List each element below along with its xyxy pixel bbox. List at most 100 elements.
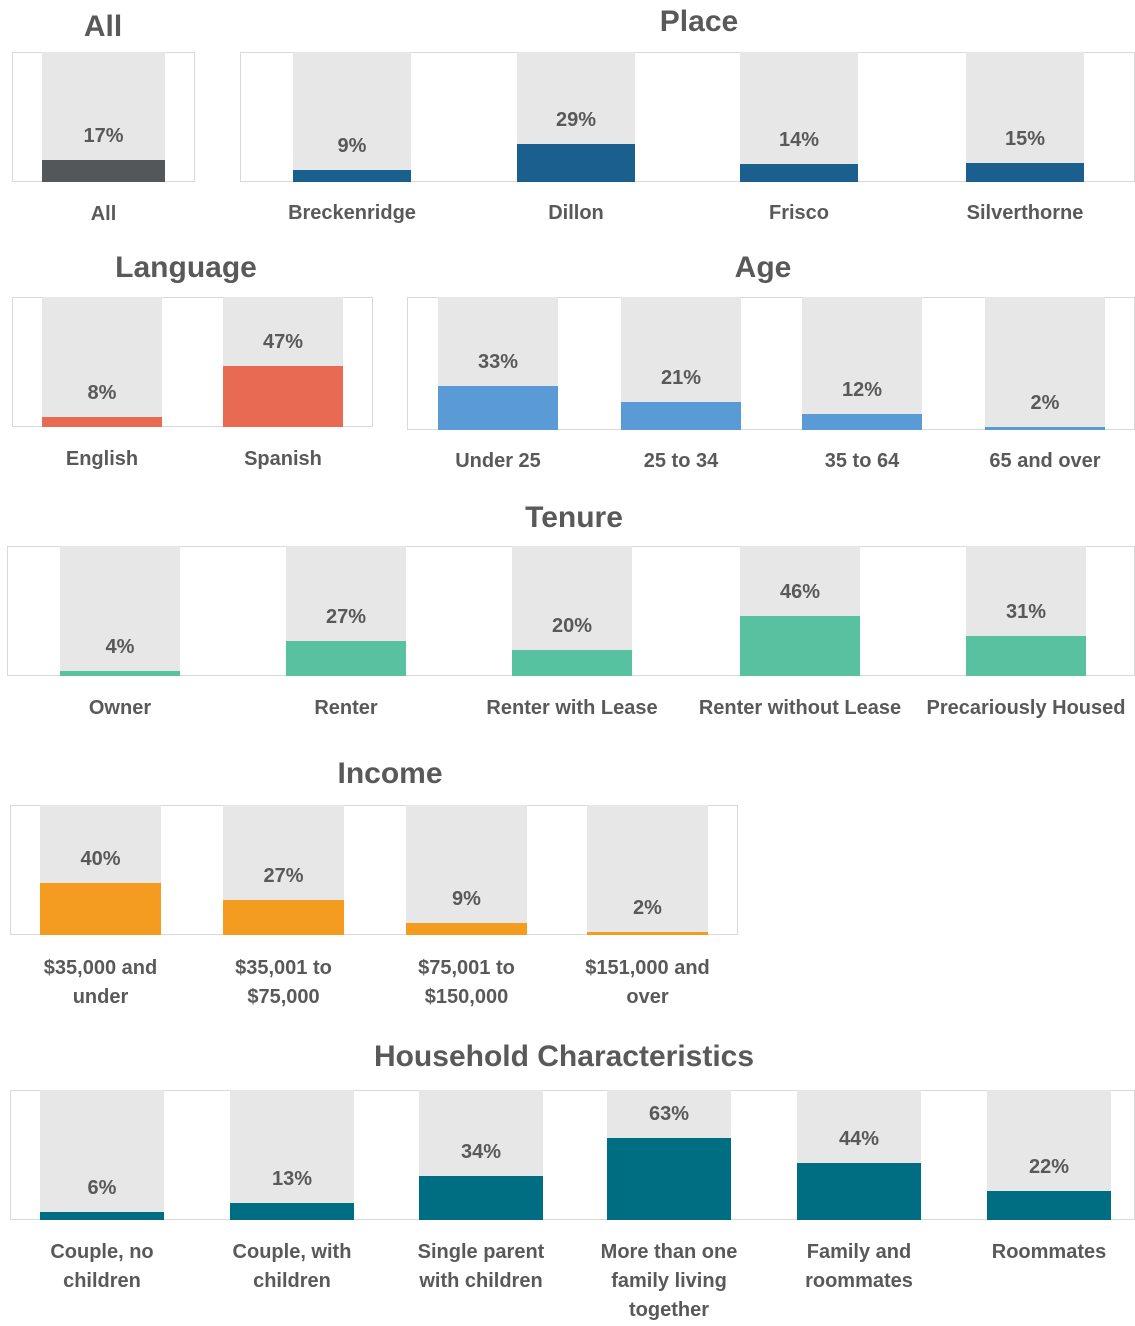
value-label: 20% bbox=[551, 615, 593, 637]
bar bbox=[512, 650, 632, 676]
value-label: 9% bbox=[337, 135, 367, 158]
value-label: 13% bbox=[271, 1168, 313, 1191]
panel-title: Age bbox=[734, 251, 792, 284]
value-label: 27% bbox=[263, 864, 304, 887]
bar bbox=[438, 386, 558, 430]
value-label: 29% bbox=[555, 109, 597, 132]
category-label: $35,001 to $75,000 bbox=[235, 957, 332, 1008]
category-label: More than one family living together bbox=[600, 1241, 738, 1321]
category-label: 35 to 64 bbox=[824, 450, 900, 472]
value-label: 2% bbox=[633, 897, 662, 920]
panel-frame bbox=[12, 297, 373, 427]
category-label: Couple, no children bbox=[50, 1241, 154, 1292]
category-label: Frisco bbox=[768, 202, 830, 224]
bar bbox=[230, 1203, 354, 1220]
bar bbox=[740, 616, 860, 676]
panel-title: Tenure bbox=[525, 501, 623, 534]
value-label: 40% bbox=[80, 848, 121, 870]
bar bbox=[406, 923, 527, 935]
panel-title: Household Characteristics bbox=[373, 1040, 755, 1073]
bar bbox=[42, 416, 162, 427]
category-label: Breckenridge bbox=[288, 202, 416, 224]
bar bbox=[286, 640, 406, 676]
category-label: $35,000 and under bbox=[43, 957, 158, 1008]
panel-title: Place bbox=[659, 5, 739, 38]
bar bbox=[797, 1162, 921, 1220]
value-label: 27% bbox=[325, 605, 367, 628]
category-label: Under 25 bbox=[455, 450, 541, 472]
bar-background bbox=[406, 805, 527, 935]
panel-title: Language bbox=[115, 251, 257, 284]
bar-background bbox=[293, 52, 411, 182]
bar bbox=[419, 1175, 543, 1220]
category-label: Roommates bbox=[991, 1241, 1107, 1263]
value-label: 44% bbox=[838, 1127, 880, 1150]
bar-background bbox=[587, 805, 708, 935]
bar bbox=[740, 163, 858, 182]
category-label: Renter without Lease bbox=[698, 697, 902, 719]
category-label: Single parent with children bbox=[417, 1241, 545, 1292]
value-label: 63% bbox=[648, 1103, 690, 1126]
value-label: 4% bbox=[105, 635, 135, 658]
bar bbox=[587, 932, 708, 935]
bar bbox=[607, 1138, 731, 1220]
category-label: Precariously Housed bbox=[926, 697, 1126, 719]
value-label: 46% bbox=[779, 581, 821, 604]
value-label: 8% bbox=[87, 381, 117, 404]
category-label: Renter bbox=[314, 697, 378, 719]
panel-frame bbox=[10, 1090, 1135, 1220]
bar-background bbox=[802, 297, 922, 430]
panel-title: All bbox=[83, 10, 123, 43]
bar-background bbox=[740, 52, 858, 182]
bar-background bbox=[60, 546, 180, 676]
bar bbox=[40, 883, 161, 935]
value-label: 22% bbox=[1028, 1156, 1070, 1179]
bar-background bbox=[40, 1090, 164, 1220]
value-label: 2% bbox=[1030, 392, 1060, 415]
value-label: 33% bbox=[477, 351, 519, 374]
value-label: 9% bbox=[452, 888, 481, 911]
value-label: 17% bbox=[83, 124, 124, 147]
value-label: 47% bbox=[262, 330, 304, 353]
bar-background bbox=[230, 1090, 354, 1220]
value-label: 6% bbox=[87, 1177, 117, 1200]
panel-title: Income bbox=[337, 757, 443, 790]
bar bbox=[40, 1212, 164, 1220]
value-label: 21% bbox=[660, 367, 702, 390]
category-label: $151,000 and over bbox=[585, 957, 710, 1008]
bar bbox=[987, 1191, 1111, 1220]
category-label: $75,001 to $150,000 bbox=[418, 957, 515, 1008]
category-label: Family and roommates bbox=[805, 1241, 913, 1292]
value-label: 15% bbox=[1004, 127, 1046, 150]
bar bbox=[517, 144, 635, 182]
category-label: Spanish bbox=[244, 448, 322, 470]
value-label: 14% bbox=[778, 128, 820, 151]
panel-frame bbox=[10, 805, 738, 935]
bar bbox=[985, 427, 1105, 430]
bar bbox=[223, 899, 344, 935]
value-label: 31% bbox=[1005, 600, 1047, 623]
bar bbox=[223, 365, 343, 427]
category-label: All bbox=[90, 203, 117, 225]
bar bbox=[966, 635, 1086, 676]
category-label: Dillon bbox=[548, 202, 604, 224]
bar bbox=[802, 414, 922, 430]
category-label: Renter with Lease bbox=[486, 697, 658, 719]
category-label: Silverthorne bbox=[966, 202, 1084, 224]
category-label: Couple, with children bbox=[232, 1241, 352, 1292]
bar bbox=[42, 159, 165, 182]
category-label: Owner bbox=[88, 697, 152, 719]
bar bbox=[966, 162, 1084, 182]
value-label: 34% bbox=[460, 1140, 502, 1163]
category-label: 65 and over bbox=[989, 450, 1101, 472]
bar-background bbox=[985, 297, 1105, 430]
bar bbox=[293, 170, 411, 182]
category-label: English bbox=[65, 448, 139, 470]
bar-background bbox=[42, 297, 162, 427]
value-label: 12% bbox=[841, 379, 883, 402]
bar-background bbox=[966, 52, 1084, 182]
bar bbox=[60, 670, 180, 676]
category-label: 25 to 34 bbox=[643, 450, 719, 472]
bar bbox=[621, 402, 741, 430]
